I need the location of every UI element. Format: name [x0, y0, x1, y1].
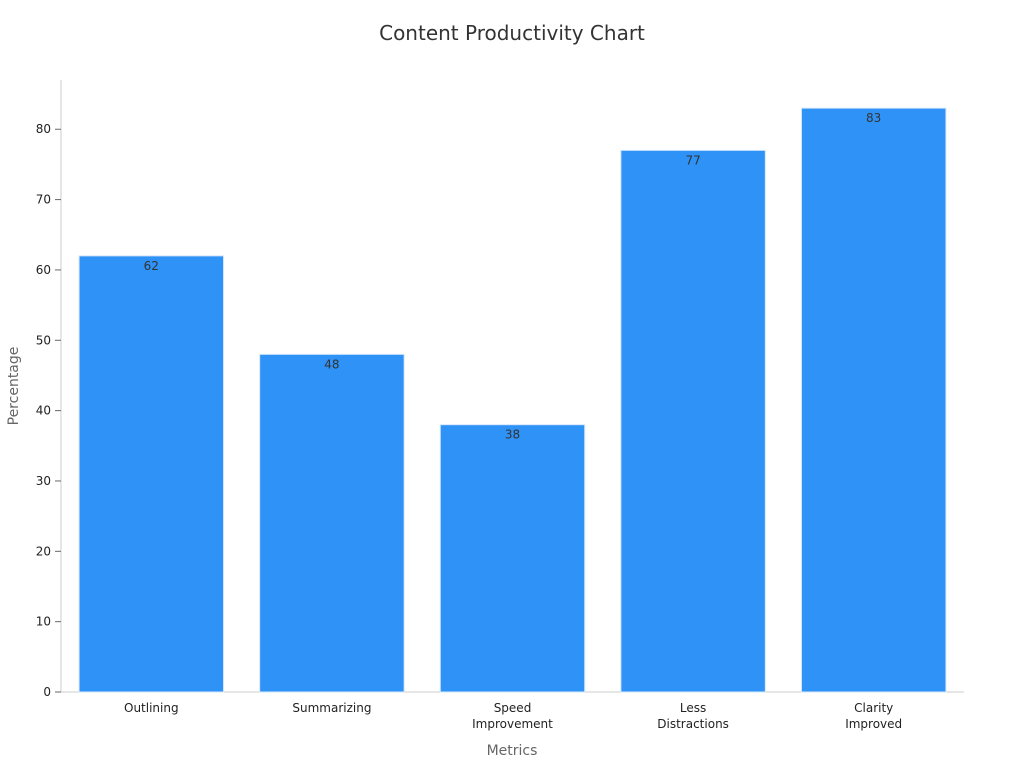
x-tick-label-line: Summarizing: [292, 701, 371, 715]
y-tick-label: 10: [36, 615, 51, 629]
bar: [800, 107, 947, 693]
y-tick-label: 20: [36, 544, 51, 558]
x-tick-label-line: Clarity: [854, 701, 893, 715]
x-axis-title: Metrics: [487, 743, 538, 759]
bars-group: 62 48 38 77 83: [78, 107, 947, 693]
x-tick-label: Clarity Improved: [845, 701, 902, 731]
bar-value-label: 77: [685, 153, 700, 167]
bar: [78, 255, 225, 693]
x-tick-label-line: Improvement: [472, 717, 553, 731]
y-tick-label: 40: [36, 404, 51, 418]
bar: [620, 149, 766, 693]
bar-value-label: 62: [144, 259, 159, 273]
x-tick-label: Less Distractions: [657, 701, 729, 731]
bar: [439, 424, 586, 693]
x-tick-label-line: Improved: [845, 717, 902, 731]
bar-value-label: 38: [505, 428, 520, 442]
y-tick-label: 30: [36, 474, 51, 488]
y-axis-title: Percentage: [6, 347, 22, 426]
x-tick-label: Summarizing: [292, 701, 371, 715]
bar: [259, 353, 405, 693]
y-tick-label: 50: [36, 333, 51, 347]
y-tick-label: 70: [36, 193, 51, 207]
x-tick-label-line: Outlining: [124, 701, 179, 715]
y-tick-label: 0: [43, 685, 51, 699]
x-tick-label: Outlining: [124, 701, 179, 715]
x-tick-label-line: Distractions: [657, 717, 729, 731]
chart-title: Content Productivity Chart: [379, 21, 645, 45]
bar-value-label: 48: [324, 357, 339, 371]
y-tick-label: 80: [36, 122, 51, 136]
y-tick-label: 60: [36, 263, 51, 277]
x-tick-label-line: Speed: [494, 701, 532, 715]
bar-value-label: 83: [866, 111, 881, 125]
y-axis-ticks: 0 10 20 30 40 50 60 70 80: [36, 122, 61, 699]
x-tick-label: Speed Improvement: [472, 701, 553, 731]
x-tick-label-line: Less: [680, 701, 706, 715]
x-axis-labels: Outlining Summarizing Speed Improvement Less…: [124, 701, 902, 731]
